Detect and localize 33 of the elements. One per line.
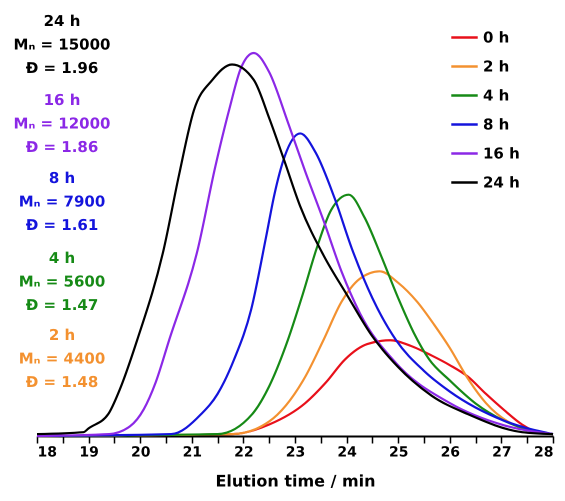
annotation: Đ = 1.48 (26, 373, 98, 391)
x-tick-label: 28 (534, 444, 554, 460)
x-tick-label: 18 (38, 444, 57, 460)
x-tick-label: 26 (440, 444, 460, 460)
x-tick-label: 23 (286, 444, 306, 460)
legend-label: 16 h (483, 144, 520, 162)
x-tick-label: 27 (492, 444, 512, 460)
annotation: Mₙ = 12000 (14, 114, 110, 132)
annotation: Đ = 1.96 (26, 59, 98, 77)
annotation: Đ = 1.47 (26, 296, 98, 314)
annotation: 16 h (44, 91, 80, 109)
annotation: Mₙ = 15000 (14, 36, 110, 54)
text: 24 h (44, 12, 80, 30)
annotation: Đ = 1.86 (26, 138, 98, 156)
legend-label: 4 h (483, 86, 510, 104)
x-tick-label: 22 (234, 444, 254, 460)
legend-label: 8 h (483, 116, 510, 134)
annotation: Mₙ = 7900 (18, 192, 106, 210)
x-tick-label: 20 (130, 444, 151, 460)
x-tick-label: 21 (182, 444, 202, 460)
annotation: 4 h (48, 249, 76, 267)
annotation: 8 h (48, 169, 76, 187)
annotation: 2 h (48, 326, 76, 344)
legend-label: 24 h (483, 174, 520, 192)
x-tick-label: 19 (79, 444, 99, 460)
annotation: Đ = 1.61 (26, 216, 98, 234)
annotation: Mₙ = 4400 (18, 350, 106, 368)
annotation: Mₙ = 5600 (18, 272, 106, 290)
legend-label: 2 h (483, 58, 510, 76)
x-tick-label: 24 (337, 444, 358, 460)
x-tick-label: 25 (388, 444, 408, 460)
x-axis-title: Elution time / min (215, 472, 376, 490)
legend-label: 0 h (483, 28, 510, 46)
